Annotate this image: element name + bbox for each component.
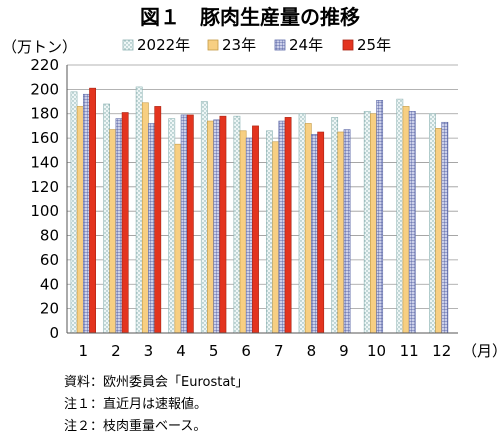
bar-1-8 (298, 113, 306, 334)
x-tick-label: 9 (339, 342, 349, 360)
bar-3-4 (180, 114, 188, 334)
bar-3-12 (441, 121, 449, 334)
bar-4-7 (284, 117, 292, 334)
y-tick-label: 40 (40, 275, 59, 293)
y-tick-label: 200 (30, 80, 59, 98)
chart-title: 図１ 豚肉生産量の推移 (140, 5, 360, 29)
bar-2-11 (402, 106, 410, 334)
bar-2-4 (174, 143, 182, 334)
bar-4-2 (121, 112, 129, 334)
bar-3-10 (376, 100, 384, 334)
bar-2-7 (272, 141, 280, 334)
bar-1-10 (363, 110, 371, 334)
x-tick-label: 4 (176, 342, 186, 360)
x-tick-label: 3 (144, 342, 154, 360)
bar-1-5 (200, 101, 208, 334)
y-tick-label: 180 (30, 105, 59, 123)
bar-3-1 (82, 93, 90, 334)
bar-4-5 (219, 115, 227, 334)
x-tick-label: 8 (307, 342, 317, 360)
bar-1-4 (168, 118, 176, 334)
chart-notes: 資料：欧州委員会「Eurostat」 注１：直近月は速報値。 注２：枝肉重量ベー… (64, 372, 248, 438)
bar-series (70, 86, 449, 334)
x-tick-label: 2 (111, 342, 121, 360)
bar-1-3 (135, 86, 143, 334)
y-gridlines (67, 64, 458, 310)
y-tick-label: 220 (30, 56, 59, 74)
y-tick-labels: 0 20 40 60 80 100 120 140 160 180 200 220 (30, 56, 59, 342)
bar-2-1 (76, 106, 84, 334)
y-tick-label: 140 (30, 153, 59, 171)
x-tick-label: 6 (241, 342, 251, 360)
y-tick-label: 120 (30, 178, 59, 196)
bar-2-12 (435, 128, 443, 334)
bar-2-5 (207, 120, 214, 334)
bar-4-4 (186, 114, 194, 334)
x-tick-label: 12 (432, 342, 451, 360)
x-tick-labels: 1 2 3 4 5 6 7 8 9 10 11 12 (79, 342, 452, 360)
source-note: 資料：欧州委員会「Eurostat」 (64, 375, 249, 390)
legend-swatch (122, 39, 134, 51)
bar-1-11 (396, 98, 404, 334)
y-tick-label: 60 (40, 251, 59, 269)
legend-swatch (274, 39, 286, 51)
bar-2-10 (370, 113, 377, 334)
note-2: 注２：枝肉重量ベース。 (64, 419, 207, 434)
y-tick-label: 0 (49, 324, 59, 342)
bar-3-5 (213, 119, 221, 334)
legend-label: 2022年 (137, 36, 190, 54)
x-tick-label: 11 (400, 342, 419, 360)
bar-1-1 (70, 91, 78, 334)
bar-2-6 (239, 130, 247, 334)
bar-1-6 (233, 115, 241, 334)
y-tick-label: 100 (30, 202, 59, 220)
legend-swatch (342, 39, 354, 51)
bar-2-9 (337, 131, 345, 334)
legend-swatch (207, 39, 219, 51)
bar-2-8 (304, 123, 312, 334)
x-tick-label: 5 (209, 342, 219, 360)
axes (66, 65, 458, 334)
y-tick-label: 20 (40, 300, 59, 318)
legend-label: 24年 (289, 36, 323, 54)
legend-label: 23年 (222, 36, 256, 54)
bar-3-9 (343, 129, 351, 334)
bar-3-7 (278, 120, 286, 334)
bar-1-7 (266, 130, 273, 334)
bar-3-6 (245, 137, 253, 334)
note-1: 注１：直近月は速報値。 (64, 397, 208, 412)
x-tick-label: 1 (79, 342, 89, 360)
bar-2-3 (141, 102, 149, 334)
bar-2-2 (109, 129, 117, 334)
bar-4-8 (317, 131, 325, 334)
x-axis-unit-label: （月） (462, 342, 500, 360)
y-axis-unit-label: （万トン） (2, 38, 77, 56)
legend-label: 25年 (357, 36, 391, 54)
legend: 2022年 23年 24年 25年 (122, 36, 391, 54)
bar-4-3 (154, 106, 162, 334)
x-tick-label: 10 (367, 342, 386, 360)
bar-3-8 (311, 134, 318, 334)
bar-4-6 (252, 125, 259, 334)
y-tick-label: 80 (40, 227, 59, 245)
bar-1-2 (103, 103, 110, 334)
bar-1-9 (331, 117, 339, 334)
pork-production-chart: 図１ 豚肉生産量の推移 （万トン） 2022年 23年 24年 25年 0204060… (2, 5, 500, 360)
bar-4-1 (89, 87, 96, 334)
bar-1-12 (429, 113, 436, 334)
y-tick-label: 160 (30, 129, 59, 147)
x-tick-label: 7 (274, 342, 284, 360)
bar-3-3 (148, 123, 155, 334)
bar-3-11 (408, 110, 416, 334)
bar-3-2 (115, 118, 123, 334)
